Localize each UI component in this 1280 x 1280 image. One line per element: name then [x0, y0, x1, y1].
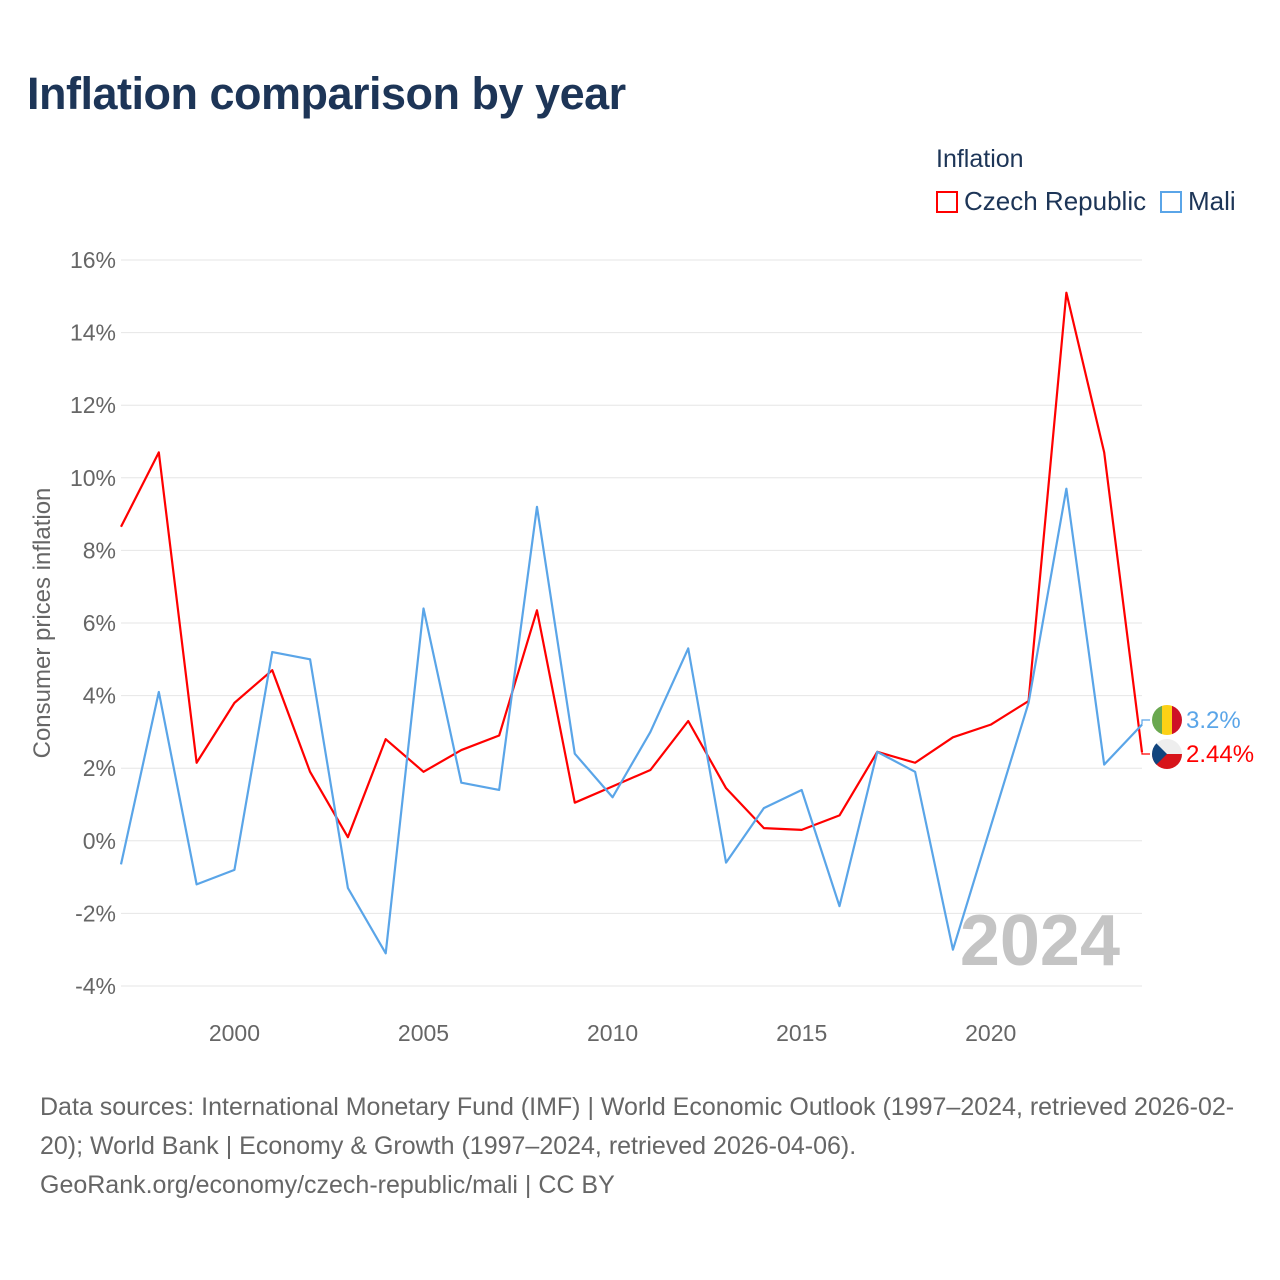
- legend-label: Czech Republic: [964, 186, 1147, 216]
- y-tick-label: -2%: [75, 900, 116, 926]
- y-tick-label: -4%: [75, 973, 116, 999]
- y-tick-label: 14%: [70, 320, 116, 346]
- legend-item-czech-republic[interactable]: Czech Republic: [936, 186, 1146, 217]
- chart-title: Inflation comparison by year: [27, 68, 626, 119]
- series-line-czech-republic[interactable]: [120, 291, 1144, 839]
- y-tick-label: 8%: [83, 537, 116, 563]
- x-tick-label: 2020: [965, 1020, 1016, 1046]
- czech-end-label: 2.44%: [1186, 741, 1254, 768]
- year-watermark: 2024: [960, 901, 1120, 981]
- x-tick-label: 2010: [587, 1020, 638, 1046]
- czech-flag-icon: [1152, 739, 1182, 769]
- x-tick-label: 2000: [209, 1020, 260, 1046]
- legend-item-mali[interactable]: Mali: [1160, 186, 1236, 217]
- y-tick-label: 12%: [70, 392, 116, 418]
- series-line-mali[interactable]: [119, 487, 1143, 955]
- source-link[interactable]: GeoRank.org/economy/czech-republic/mali …: [40, 1171, 615, 1199]
- y-tick-label: 6%: [83, 610, 116, 636]
- legend-swatch-mali: [1160, 190, 1182, 213]
- legend-label: Mali: [1188, 186, 1236, 216]
- x-tick-label: 2005: [398, 1020, 449, 1046]
- y-tick-label: 4%: [83, 683, 116, 709]
- end-label-connector: [1141, 719, 1150, 725]
- source-note: Data sources: International Monetary Fun…: [40, 1088, 1250, 1205]
- legend-title: Inflation: [936, 145, 1024, 173]
- legend-swatch-czech: [936, 190, 958, 213]
- source-text: Data sources: International Monetary Fun…: [40, 1093, 1235, 1160]
- x-tick-label: 2015: [776, 1020, 827, 1046]
- mali-flag-icon: [1152, 705, 1182, 735]
- mali-end-label: 3.2%: [1186, 707, 1241, 734]
- y-tick-label: 0%: [83, 828, 116, 854]
- y-tick-label: 10%: [70, 465, 116, 491]
- y-tick-label: 2%: [83, 755, 116, 781]
- end-label-connector: [1141, 752, 1150, 755]
- y-axis-label: Consumer prices inflation: [29, 488, 56, 759]
- y-tick-label: 16%: [70, 247, 116, 273]
